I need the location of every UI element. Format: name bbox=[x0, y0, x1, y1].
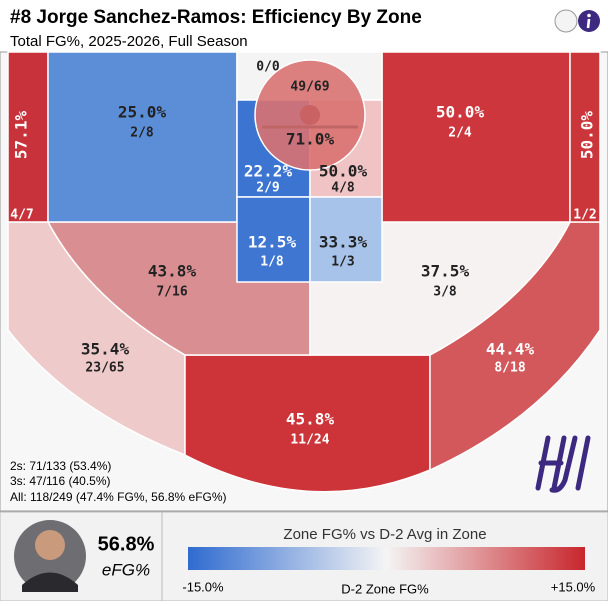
zone-made: 3/8 bbox=[433, 285, 457, 300]
zone-pct: 50.0% bbox=[578, 111, 597, 160]
zone-pct: 57.1% bbox=[12, 111, 31, 160]
court-lines bbox=[262, 105, 358, 129]
title: #8 Jorge Sanchez-Ramos: Efficiency By Zo… bbox=[10, 7, 422, 28]
info-dot bbox=[587, 13, 591, 18]
zone-made: 2/8 bbox=[130, 126, 154, 141]
zone bbox=[309, 196, 383, 283]
zone-pct: 44.4% bbox=[486, 340, 535, 359]
zone-made: 7/16 bbox=[156, 285, 187, 300]
zone-pct: 71.0% bbox=[286, 130, 335, 149]
subtitle: Total FG%, 2025-2026, Full Season bbox=[10, 33, 248, 50]
efg-value: 56.8% bbox=[98, 533, 155, 555]
zone-pct: 43.8% bbox=[148, 262, 197, 281]
zone-pct: 33.3% bbox=[319, 233, 368, 252]
summary-line: 3s: 47/116 (40.5%) bbox=[10, 474, 111, 488]
zone-made: 4/7 bbox=[10, 208, 33, 223]
zone-pct: 37.5% bbox=[421, 262, 470, 281]
zone bbox=[569, 51, 601, 223]
zone-pct: 50.0% bbox=[319, 162, 368, 181]
logo bbox=[535, 435, 591, 493]
zone-made: 11/24 bbox=[290, 433, 329, 448]
zone-texts: 57.1% 4/7 25.0% 2/8 0/0 71.0% 49/69 22.2%2/9 50.… bbox=[10, 60, 596, 448]
zone-made: 2/9 bbox=[256, 181, 279, 196]
info-stem bbox=[586, 18, 591, 29]
player-face bbox=[35, 530, 65, 560]
zone-made: 1/2 bbox=[573, 208, 596, 223]
color-scale bbox=[188, 547, 585, 570]
zone-pct: 50.0% bbox=[436, 103, 485, 122]
zone bbox=[381, 51, 571, 223]
scale-min: -15.0% bbox=[182, 579, 224, 594]
summary-line: 2s: 71/133 (53.4%) bbox=[10, 459, 111, 473]
zone-made: 1/8 bbox=[260, 255, 284, 270]
summary-line: All: 118/249 (47.4% FG%, 56.8% eFG%) bbox=[10, 490, 227, 504]
toggle-icon[interactable] bbox=[554, 9, 578, 33]
legend-title: Zone FG% vs D-2 Avg in Zone bbox=[283, 526, 486, 543]
zone-pct: 12.5% bbox=[248, 233, 297, 252]
zone-pct: 25.0% bbox=[118, 103, 167, 122]
zone-made: 23/65 bbox=[85, 361, 124, 376]
zone-shapes bbox=[7, 51, 601, 493]
zone-made: 8/18 bbox=[494, 361, 525, 376]
zone-made: 0/0 bbox=[256, 60, 280, 75]
scale-max: +15.0% bbox=[551, 579, 596, 594]
zone-pct: 35.4% bbox=[81, 340, 130, 359]
zone bbox=[184, 354, 431, 493]
zone-pct: 22.2% bbox=[244, 162, 293, 181]
zone-made: 2/4 bbox=[448, 126, 472, 141]
scale-axis-label: D-2 Zone FG% bbox=[341, 581, 429, 596]
zone-pct: 45.8% bbox=[286, 410, 335, 429]
zone-made: 4/8 bbox=[331, 181, 355, 196]
efg-label: eFG% bbox=[102, 560, 150, 579]
player-shirt bbox=[22, 572, 78, 592]
zone-made: 49/69 bbox=[290, 80, 329, 95]
zone-made: 1/3 bbox=[331, 255, 354, 270]
